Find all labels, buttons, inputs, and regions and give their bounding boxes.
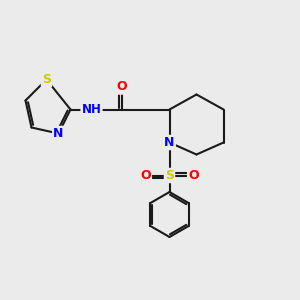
Text: N: N xyxy=(164,136,175,149)
Text: O: O xyxy=(116,80,127,94)
Text: O: O xyxy=(188,169,199,182)
Text: N: N xyxy=(53,127,64,140)
Text: S: S xyxy=(165,169,174,182)
Text: NH: NH xyxy=(82,103,101,116)
Text: O: O xyxy=(140,169,151,182)
Text: S: S xyxy=(42,73,51,86)
